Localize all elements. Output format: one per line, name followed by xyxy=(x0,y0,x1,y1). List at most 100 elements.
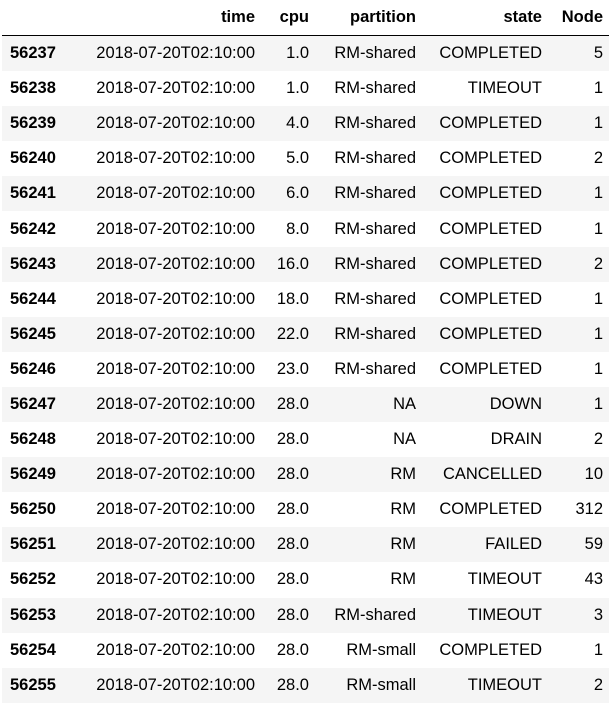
cell-cpu: 1.0 xyxy=(286,79,309,98)
row-index: 56245 xyxy=(10,324,56,343)
table-row: 56238 2018-07-20T02:10:00 1.0 RM-shared TIME… xyxy=(2,71,609,106)
header-state: state xyxy=(422,0,548,36)
row-index: 56247 xyxy=(10,394,56,413)
cell-state: COMPLETED xyxy=(439,289,542,308)
row-index: 56242 xyxy=(10,219,56,238)
cell-time: 2018-07-20T02:10:00 xyxy=(96,254,255,273)
row-index: 56240 xyxy=(10,149,56,168)
cell-time: 2018-07-20T02:10:00 xyxy=(96,500,255,519)
table-row: 56239 2018-07-20T02:10:00 4.0 RM-shared COMP… xyxy=(2,106,609,142)
cell-cpu: 8.0 xyxy=(286,219,309,238)
row-index: 56239 xyxy=(10,114,56,133)
cell-time: 2018-07-20T02:10:00 xyxy=(96,394,255,413)
header-cpu: cpu xyxy=(261,0,315,36)
cell-time: 2018-07-20T02:10:00 xyxy=(96,675,255,694)
cell-node: 59 xyxy=(584,535,603,554)
cell-time: 2018-07-20T02:10:00 xyxy=(96,149,255,168)
cell-cpu: 23.0 xyxy=(276,359,309,378)
cell-cpu: 28.0 xyxy=(276,605,309,624)
row-index: 56246 xyxy=(10,359,56,378)
table-row: 56249 2018-07-20T02:10:00 28.0 RM CANCELLED 1… xyxy=(2,457,609,493)
cell-state: FAILED xyxy=(485,535,542,554)
cell-partition: RM-shared xyxy=(334,149,416,168)
row-index: 56243 xyxy=(10,254,56,273)
table-row: 56242 2018-07-20T02:10:00 8.0 RM-shared COMP… xyxy=(2,211,609,246)
table-body: 56237 2018-07-20T02:10:00 1.0 RM-shared COMP… xyxy=(2,35,609,703)
cell-node: 1 xyxy=(593,359,603,378)
table-row: 56245 2018-07-20T02:10:00 22.0 RM-shared COM… xyxy=(2,316,609,352)
cell-state: COMPLETED xyxy=(439,640,542,659)
cell-state: COMPLETED xyxy=(439,254,542,273)
cell-node: 1 xyxy=(593,394,603,413)
cell-time: 2018-07-20T02:10:00 xyxy=(96,289,255,308)
cell-partition: NA xyxy=(393,394,416,413)
cell-state: COMPLETED xyxy=(439,219,542,238)
cell-cpu: 28.0 xyxy=(276,394,309,413)
cell-node: 10 xyxy=(584,465,603,484)
cell-cpu: 28.0 xyxy=(276,675,309,694)
cell-partition: RM-shared xyxy=(334,605,416,624)
cell-node: 1 xyxy=(593,324,603,343)
row-index: 56248 xyxy=(10,430,56,449)
cell-partition: RM-shared xyxy=(334,254,416,273)
cell-cpu: 28.0 xyxy=(276,640,309,659)
cell-state: TIMEOUT xyxy=(467,675,542,694)
table-row: 56255 2018-07-20T02:10:00 28.0 RM-small TIME… xyxy=(2,667,609,703)
cell-node: 1 xyxy=(593,289,603,308)
cell-partition: RM-shared xyxy=(334,219,416,238)
table-row: 56254 2018-07-20T02:10:00 28.0 RM-small COMP… xyxy=(2,633,609,668)
row-index: 56241 xyxy=(10,184,56,203)
table-row: 56243 2018-07-20T02:10:00 16.0 RM-shared COM… xyxy=(2,246,609,282)
cell-cpu: 18.0 xyxy=(276,289,309,308)
cell-time: 2018-07-20T02:10:00 xyxy=(96,535,255,554)
cell-state: TIMEOUT xyxy=(467,605,542,624)
cell-node: 312 xyxy=(575,500,603,519)
table-row: 56252 2018-07-20T02:10:00 28.0 RM TIMEOUT 43 xyxy=(2,562,609,597)
cell-cpu: 28.0 xyxy=(276,570,309,589)
cell-time: 2018-07-20T02:10:00 xyxy=(96,219,255,238)
cell-node: 1 xyxy=(593,219,603,238)
header-partition: partition xyxy=(315,0,422,36)
row-index: 56238 xyxy=(10,79,56,98)
cell-state: COMPLETED xyxy=(439,184,542,203)
header-index xyxy=(2,0,70,36)
cell-state: TIMEOUT xyxy=(467,570,542,589)
cell-state: CANCELLED xyxy=(442,465,542,484)
cell-node: 1 xyxy=(593,114,603,133)
cell-state: COMPLETED xyxy=(439,44,542,63)
table-row: 56247 2018-07-20T02:10:00 28.0 NA DOWN 1 xyxy=(2,386,609,423)
table-row: 56251 2018-07-20T02:10:00 28.0 RM FAILED 59 xyxy=(2,527,609,563)
row-index: 56250 xyxy=(10,500,56,519)
cell-cpu: 1.0 xyxy=(286,44,309,63)
cell-time: 2018-07-20T02:10:00 xyxy=(96,640,255,659)
cell-partition: RM-shared xyxy=(334,289,416,308)
row-index: 56244 xyxy=(10,289,56,308)
cell-state: COMPLETED xyxy=(439,149,542,168)
cell-node: 2 xyxy=(593,430,603,449)
cell-state: COMPLETED xyxy=(439,324,542,343)
cell-state: DRAIN xyxy=(490,430,542,449)
cell-state: COMPLETED xyxy=(439,359,542,378)
header-time: time xyxy=(70,0,261,36)
cell-state: COMPLETED xyxy=(439,114,542,133)
cell-node: 1 xyxy=(593,640,603,659)
table-row: 56240 2018-07-20T02:10:00 5.0 RM-shared COMP… xyxy=(2,141,609,176)
cell-partition: RM xyxy=(390,570,416,589)
cell-partition: RM-shared xyxy=(334,44,416,63)
cell-state: COMPLETED xyxy=(439,500,542,519)
cell-cpu: 6.0 xyxy=(286,184,309,203)
cell-cpu: 22.0 xyxy=(276,324,309,343)
cell-time: 2018-07-20T02:10:00 xyxy=(96,324,255,343)
header-node: Node xyxy=(548,0,609,36)
row-index: 56255 xyxy=(10,675,56,694)
cell-state: TIMEOUT xyxy=(467,79,542,98)
row-index: 56253 xyxy=(10,605,56,624)
cell-partition: RM-shared xyxy=(334,114,416,133)
row-index: 56251 xyxy=(10,535,56,554)
cell-time: 2018-07-20T02:10:00 xyxy=(96,184,255,203)
cell-node: 3 xyxy=(593,605,603,624)
cell-cpu: 5.0 xyxy=(286,149,309,168)
cell-node: 5 xyxy=(593,44,603,63)
row-index: 56249 xyxy=(10,465,56,484)
